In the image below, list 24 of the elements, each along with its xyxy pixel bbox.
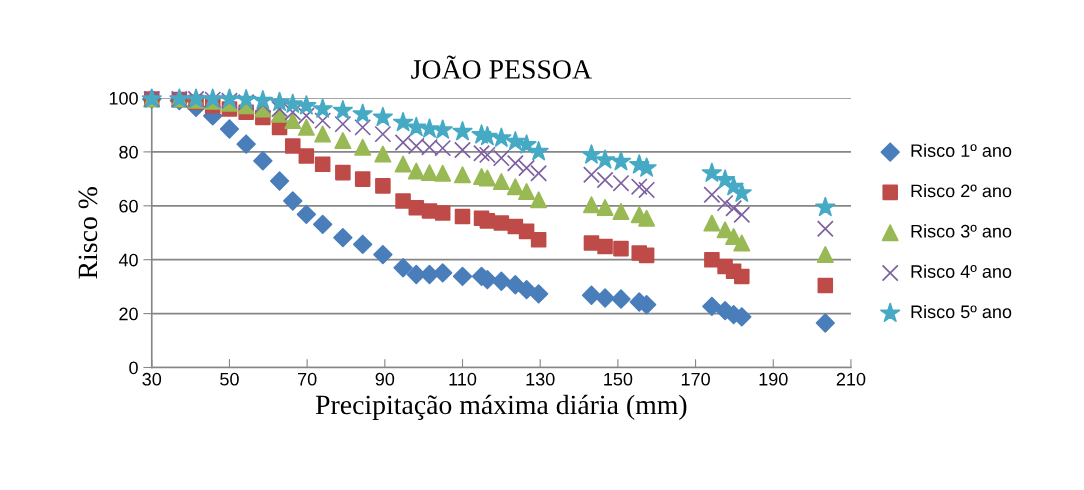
x-tick-label: 150	[604, 372, 633, 386]
x-tick-label: 170	[681, 372, 710, 386]
legend-label: Risco 3º ano	[911, 224, 1012, 238]
x-axis-title: Precipitação máxima diária (mm)	[315, 394, 687, 420]
y-tick-label: 100	[109, 91, 138, 105]
y-tick-label: 40	[118, 253, 138, 267]
y-tick-label: 0	[129, 361, 138, 375]
y-axis-title: Risco %	[78, 187, 98, 279]
x-tick-label: 30	[142, 372, 162, 386]
x-tick-label: 190	[759, 372, 788, 386]
y-tick-label: 80	[119, 145, 138, 159]
legend-label: Risco 1º ano	[911, 143, 1012, 157]
y-tick-label: 20	[119, 307, 138, 321]
legend-label: Risco 4º ano	[911, 264, 1012, 278]
chart-title: JOÃO PESSOA	[411, 55, 592, 79]
x-tick-label: 110	[449, 372, 477, 386]
x-tick-label: 90	[375, 372, 395, 386]
y-tick-label: 60	[119, 199, 138, 213]
x-tick-label: 210	[836, 372, 866, 386]
legend-label: Risco 2º ano	[911, 184, 1012, 198]
legend-label: Risco 5º ano	[911, 304, 1012, 319]
x-tick-label: 130	[526, 372, 555, 386]
x-tick-label: 70	[298, 372, 317, 386]
x-tick-label: 50	[220, 372, 239, 386]
